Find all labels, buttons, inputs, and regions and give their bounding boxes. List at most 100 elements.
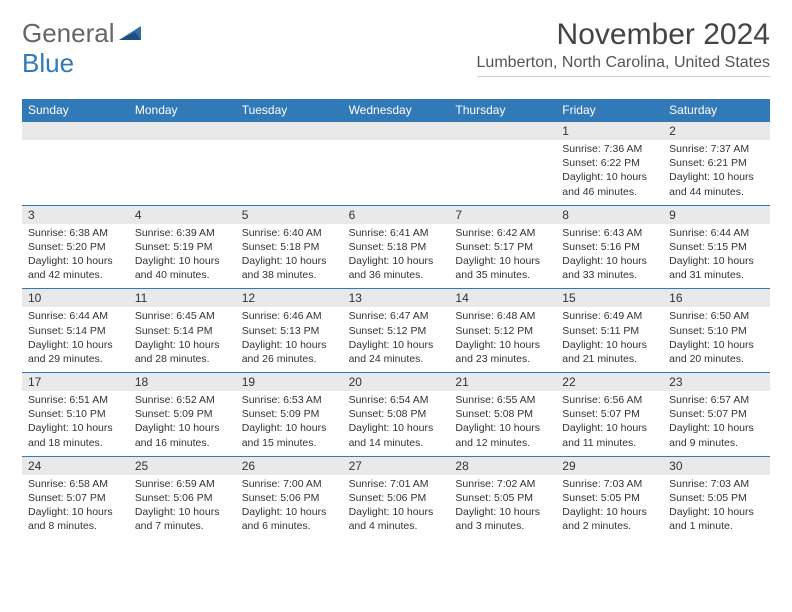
day-content: Sunrise: 7:03 AMSunset: 5:05 PMDaylight:… xyxy=(663,475,770,540)
daylight-text: Daylight: 10 hours and 4 minutes. xyxy=(349,505,444,533)
day-number: 16 xyxy=(663,289,770,307)
sunrise-text: Sunrise: 6:58 AM xyxy=(28,477,123,491)
day-content: Sunrise: 6:46 AMSunset: 5:13 PMDaylight:… xyxy=(236,307,343,372)
day-content xyxy=(236,140,343,205)
sunrise-text: Sunrise: 6:53 AM xyxy=(242,393,337,407)
logo-text-1: General xyxy=(22,18,115,49)
sunrise-text: Sunrise: 6:41 AM xyxy=(349,226,444,240)
daylight-text: Daylight: 10 hours and 6 minutes. xyxy=(242,505,337,533)
day-number: 18 xyxy=(129,373,236,391)
daylight-text: Daylight: 10 hours and 7 minutes. xyxy=(135,505,230,533)
sunset-text: Sunset: 5:17 PM xyxy=(455,240,550,254)
daynum-row: 12 xyxy=(22,121,770,140)
daylight-text: Daylight: 10 hours and 20 minutes. xyxy=(669,338,764,366)
day-content xyxy=(129,140,236,205)
day-number: 7 xyxy=(449,206,556,224)
sunset-text: Sunset: 5:14 PM xyxy=(28,324,123,338)
sunrise-text: Sunrise: 7:03 AM xyxy=(562,477,657,491)
sunset-text: Sunset: 5:14 PM xyxy=(135,324,230,338)
day-content: Sunrise: 6:59 AMSunset: 5:06 PMDaylight:… xyxy=(129,475,236,540)
sunrise-text: Sunrise: 6:54 AM xyxy=(349,393,444,407)
daylight-text: Daylight: 10 hours and 31 minutes. xyxy=(669,254,764,282)
day-content xyxy=(343,140,450,205)
sunset-text: Sunset: 5:07 PM xyxy=(669,407,764,421)
day-content: Sunrise: 6:48 AMSunset: 5:12 PMDaylight:… xyxy=(449,307,556,372)
day-number: 15 xyxy=(556,289,663,307)
day-number: 26 xyxy=(236,457,343,475)
day-content: Sunrise: 6:39 AMSunset: 5:19 PMDaylight:… xyxy=(129,224,236,289)
sunrise-text: Sunrise: 6:48 AM xyxy=(455,309,550,323)
sunset-text: Sunset: 5:12 PM xyxy=(349,324,444,338)
sunset-text: Sunset: 5:19 PM xyxy=(135,240,230,254)
sunrise-text: Sunrise: 6:42 AM xyxy=(455,226,550,240)
day-number: 25 xyxy=(129,457,236,475)
day-number: 19 xyxy=(236,373,343,391)
daynum-row: 10111213141516 xyxy=(22,288,770,307)
day-number: 23 xyxy=(663,373,770,391)
sunset-text: Sunset: 5:18 PM xyxy=(242,240,337,254)
sunset-text: Sunset: 5:07 PM xyxy=(562,407,657,421)
weekday-header: Sunday xyxy=(22,99,129,121)
day-content: Sunrise: 6:49 AMSunset: 5:11 PMDaylight:… xyxy=(556,307,663,372)
day-content: Sunrise: 6:54 AMSunset: 5:08 PMDaylight:… xyxy=(343,391,450,456)
daylight-text: Daylight: 10 hours and 3 minutes. xyxy=(455,505,550,533)
sunset-text: Sunset: 5:05 PM xyxy=(669,491,764,505)
sunset-text: Sunset: 5:06 PM xyxy=(349,491,444,505)
title-block: November 2024 Lumberton, North Carolina,… xyxy=(477,18,770,77)
day-number: 30 xyxy=(663,457,770,475)
day-content: Sunrise: 6:50 AMSunset: 5:10 PMDaylight:… xyxy=(663,307,770,372)
sunrise-text: Sunrise: 6:44 AM xyxy=(669,226,764,240)
sunset-text: Sunset: 5:09 PM xyxy=(242,407,337,421)
sunset-text: Sunset: 5:06 PM xyxy=(242,491,337,505)
day-number: 3 xyxy=(22,206,129,224)
daylight-text: Daylight: 10 hours and 46 minutes. xyxy=(562,170,657,198)
weeks-container: 12Sunrise: 7:36 AMSunset: 6:22 PMDayligh… xyxy=(22,121,770,539)
day-number: 9 xyxy=(663,206,770,224)
day-content: Sunrise: 6:43 AMSunset: 5:16 PMDaylight:… xyxy=(556,224,663,289)
day-content: Sunrise: 6:40 AMSunset: 5:18 PMDaylight:… xyxy=(236,224,343,289)
sunset-text: Sunset: 5:12 PM xyxy=(455,324,550,338)
day-number: 11 xyxy=(129,289,236,307)
day-number: 6 xyxy=(343,206,450,224)
daycontent-row: Sunrise: 7:36 AMSunset: 6:22 PMDaylight:… xyxy=(22,140,770,205)
location: Lumberton, North Carolina, United States xyxy=(477,54,770,77)
sunrise-text: Sunrise: 6:49 AM xyxy=(562,309,657,323)
sunrise-text: Sunrise: 6:56 AM xyxy=(562,393,657,407)
weekday-header: Wednesday xyxy=(343,99,450,121)
day-content: Sunrise: 6:51 AMSunset: 5:10 PMDaylight:… xyxy=(22,391,129,456)
daynum-row: 24252627282930 xyxy=(22,456,770,475)
sunrise-text: Sunrise: 7:37 AM xyxy=(669,142,764,156)
weekday-header: Tuesday xyxy=(236,99,343,121)
day-number xyxy=(343,122,450,140)
sunset-text: Sunset: 6:22 PM xyxy=(562,156,657,170)
day-number: 1 xyxy=(556,122,663,140)
sunrise-text: Sunrise: 6:57 AM xyxy=(669,393,764,407)
day-content: Sunrise: 6:41 AMSunset: 5:18 PMDaylight:… xyxy=(343,224,450,289)
daylight-text: Daylight: 10 hours and 38 minutes. xyxy=(242,254,337,282)
day-content: Sunrise: 6:44 AMSunset: 5:14 PMDaylight:… xyxy=(22,307,129,372)
daylight-text: Daylight: 10 hours and 18 minutes. xyxy=(28,421,123,449)
sunrise-text: Sunrise: 7:03 AM xyxy=(669,477,764,491)
weekday-header: Monday xyxy=(129,99,236,121)
day-content: Sunrise: 6:42 AMSunset: 5:17 PMDaylight:… xyxy=(449,224,556,289)
sunrise-text: Sunrise: 6:38 AM xyxy=(28,226,123,240)
day-number: 5 xyxy=(236,206,343,224)
day-number: 17 xyxy=(22,373,129,391)
day-number: 20 xyxy=(343,373,450,391)
daylight-text: Daylight: 10 hours and 1 minute. xyxy=(669,505,764,533)
sunset-text: Sunset: 5:06 PM xyxy=(135,491,230,505)
daylight-text: Daylight: 10 hours and 12 minutes. xyxy=(455,421,550,449)
daylight-text: Daylight: 10 hours and 2 minutes. xyxy=(562,505,657,533)
day-content: Sunrise: 7:36 AMSunset: 6:22 PMDaylight:… xyxy=(556,140,663,205)
sunset-text: Sunset: 5:13 PM xyxy=(242,324,337,338)
daycontent-row: Sunrise: 6:44 AMSunset: 5:14 PMDaylight:… xyxy=(22,307,770,372)
calendar: SundayMondayTuesdayWednesdayThursdayFrid… xyxy=(0,91,792,539)
sunset-text: Sunset: 5:10 PM xyxy=(28,407,123,421)
sunrise-text: Sunrise: 6:51 AM xyxy=(28,393,123,407)
day-content: Sunrise: 6:55 AMSunset: 5:08 PMDaylight:… xyxy=(449,391,556,456)
day-content: Sunrise: 6:58 AMSunset: 5:07 PMDaylight:… xyxy=(22,475,129,540)
day-number: 4 xyxy=(129,206,236,224)
day-content: Sunrise: 7:03 AMSunset: 5:05 PMDaylight:… xyxy=(556,475,663,540)
daycontent-row: Sunrise: 6:51 AMSunset: 5:10 PMDaylight:… xyxy=(22,391,770,456)
sunset-text: Sunset: 5:16 PM xyxy=(562,240,657,254)
